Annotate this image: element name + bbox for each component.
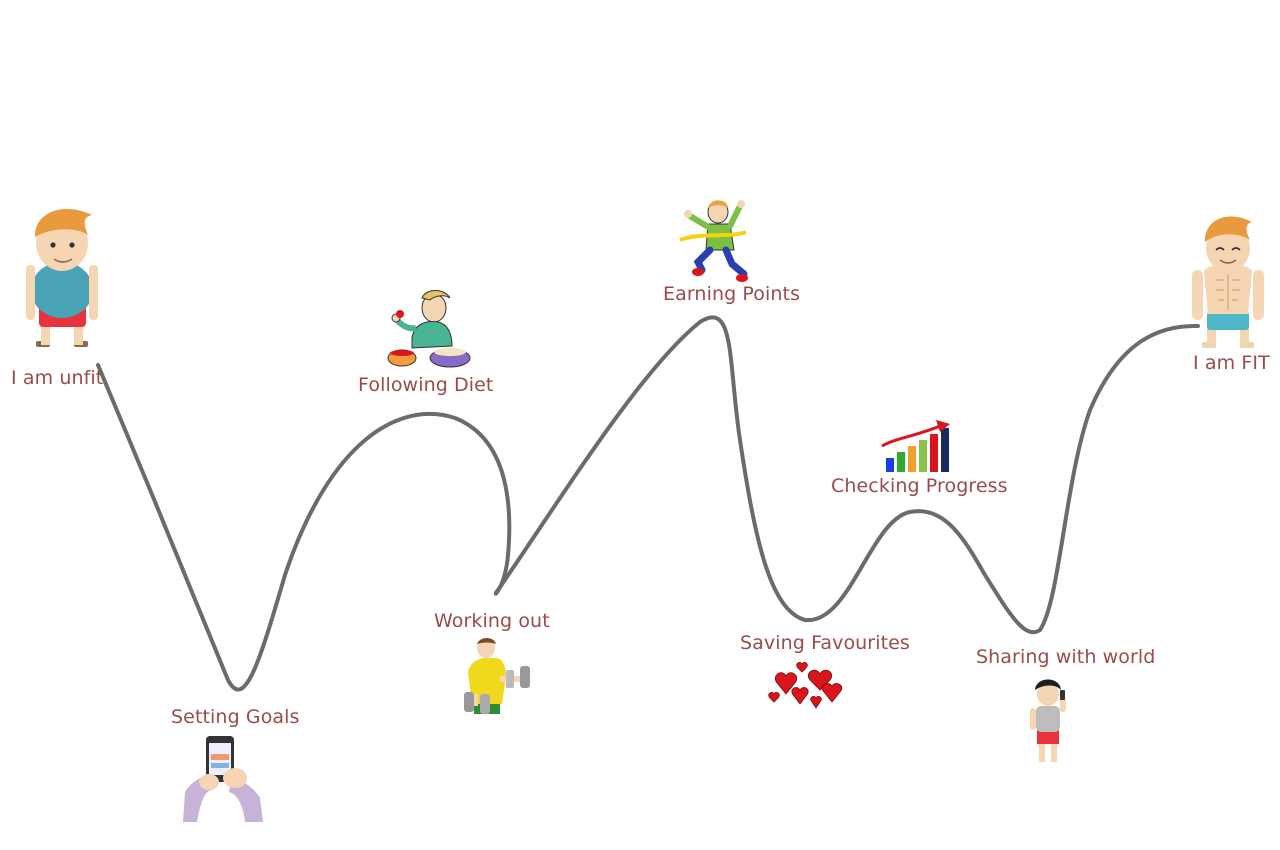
- label-sharing-with-world: Sharing with world: [976, 646, 1156, 668]
- unfit-man-icon: [22, 205, 106, 355]
- label-saving-favourites: Saving Favourites: [740, 632, 910, 654]
- label-earning-points: Earning Points: [663, 283, 801, 305]
- man-eating-icon: [382, 288, 474, 372]
- phone-in-hands-icon: [183, 734, 263, 822]
- label-setting-goals: Setting Goals: [171, 706, 300, 728]
- red-hearts-icon: [766, 660, 846, 712]
- label-following-diet: Following Diet: [358, 374, 494, 396]
- journey-curve: [96, 315, 1200, 692]
- rising-bar-chart-icon: [880, 420, 954, 474]
- label-working-out: Working out: [434, 610, 550, 632]
- label-i-am-fit: I am FIT: [1193, 352, 1270, 374]
- man-with-dumbbells-icon: [462, 636, 534, 716]
- label-checking-progress: Checking Progress: [831, 475, 1008, 497]
- label-i-am-unfit: I am unfit: [11, 367, 104, 389]
- boy-crossing-finish-line-icon: [679, 198, 750, 282]
- boy-on-phone-icon: [1026, 676, 1070, 764]
- fit-man-icon: [1188, 212, 1272, 350]
